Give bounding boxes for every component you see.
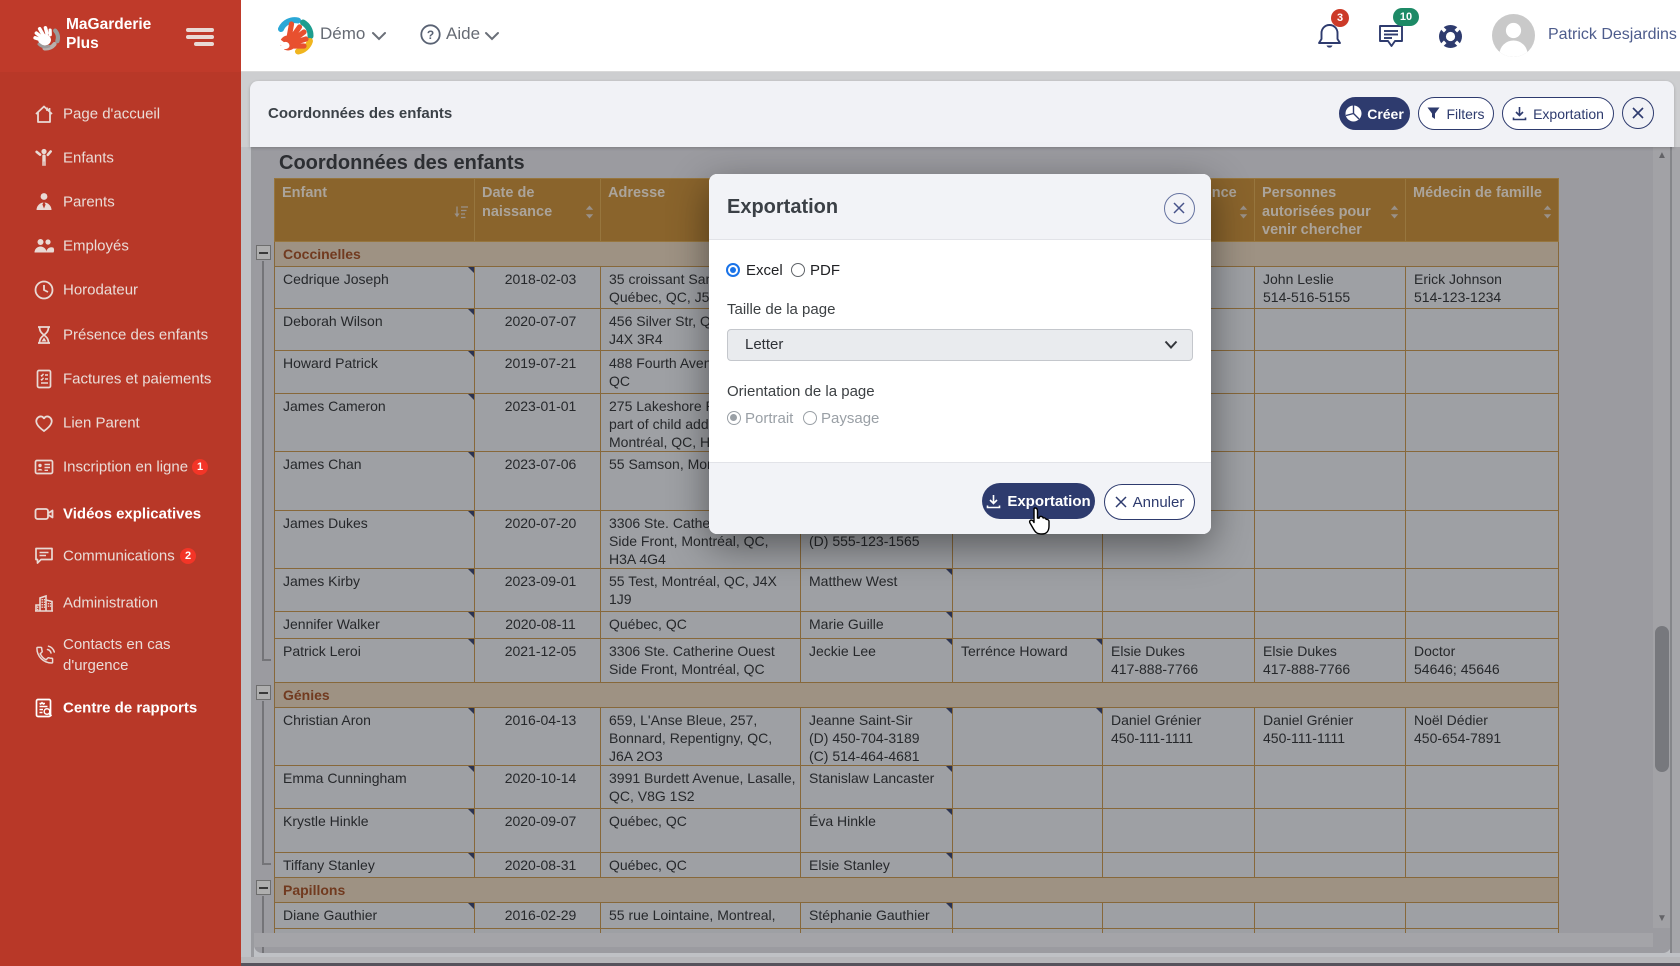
svg-text:?: ? [427,28,434,42]
